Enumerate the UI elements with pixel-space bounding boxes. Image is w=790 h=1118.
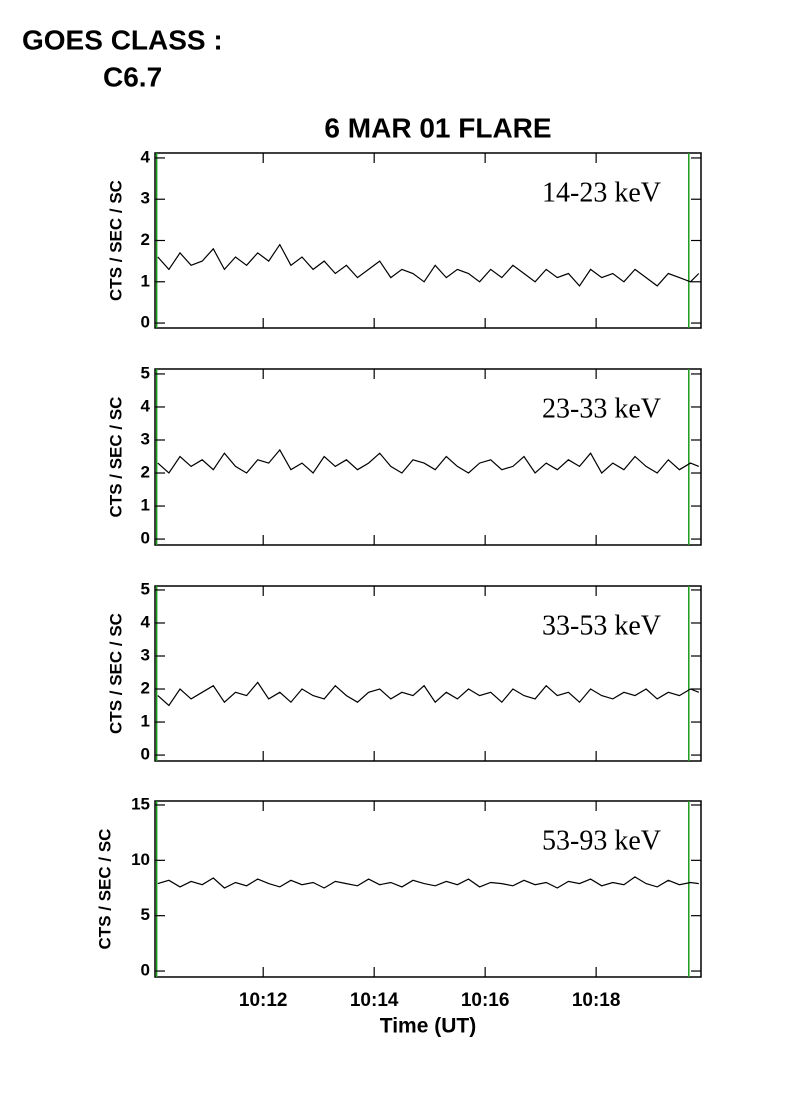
data-line [157,448,700,474]
y-tick-label: 1 [141,271,150,290]
y-tick-label: 2 [141,679,150,698]
y-tick-label: 1 [141,496,150,515]
annotation: 23-33 keV [542,393,661,424]
annotation: 33-53 keV [542,610,661,641]
y-axis-label: CTS / SEC / SC [106,613,125,734]
y-axis-label: CTS / SEC / SC [106,180,125,301]
data-line [157,876,699,889]
y-tick-label: 15 [131,794,150,813]
y-tick-label: 4 [141,396,151,415]
x-tick-label: 10:18 [572,990,621,1011]
plot-frame [154,368,702,546]
y-tick-label: 5 [141,579,150,598]
y-tick-label: 4 [141,147,151,166]
y-tick-label: 2 [141,462,150,481]
y-tick-label: 0 [141,529,150,548]
x-tick-label: 10:16 [461,990,510,1011]
chart-title: 6 MAR 01 FLARE [324,112,551,143]
y-tick-label: 3 [141,429,150,448]
goes-class: C6.7 [103,61,162,92]
y-tick-label: 5 [141,905,150,924]
y-tick-label: 3 [141,645,150,664]
y-tick-label: 4 [141,612,151,631]
y-tick-label: 3 [141,189,150,208]
y-tick-label: 0 [141,313,150,332]
plot-frame [154,800,702,978]
annotation: 53-93 keV [542,825,661,856]
x-tick-label: 10:12 [239,990,288,1011]
annotation: 14-23 keV [542,177,661,208]
y-tick-label: 1 [141,712,150,731]
y-tick-label: 0 [141,961,150,980]
plot-frame [154,585,702,762]
y-tick-label: 0 [141,745,150,764]
y-tick-label: 10 [131,850,150,869]
x-tick-label: 10:14 [350,990,399,1011]
y-tick-label: 5 [141,363,150,382]
goes-label: GOES CLASS : [22,24,223,55]
data-line [157,681,700,707]
y-axis-label: CTS / SEC / SC [106,397,125,518]
y-axis-label: CTS / SEC / SC [95,829,114,950]
y-tick-label: 2 [141,230,150,249]
x-axis-label: Time (UT) [380,1015,476,1038]
data-line [157,243,700,287]
